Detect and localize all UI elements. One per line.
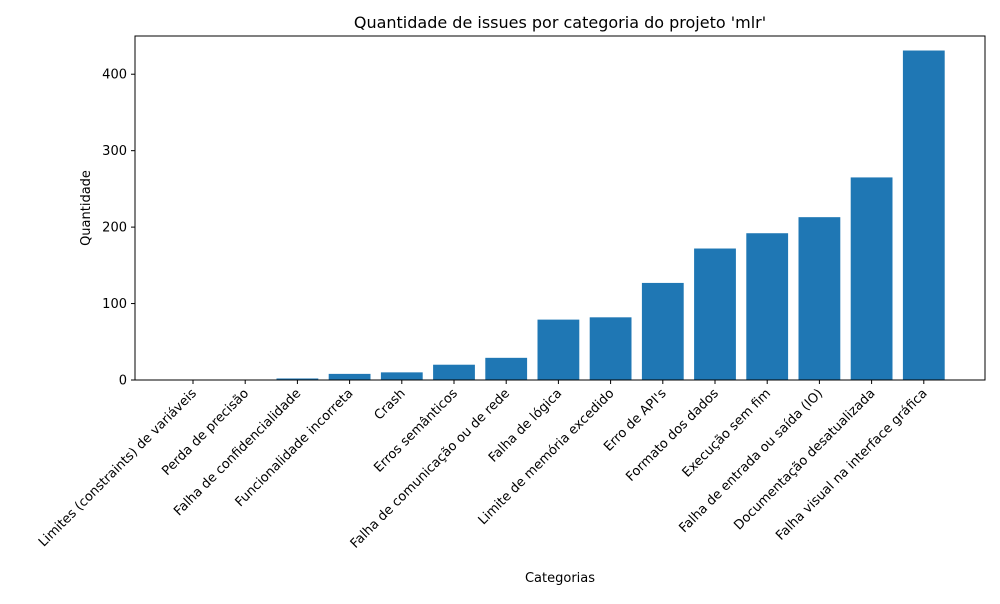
bar bbox=[537, 319, 580, 380]
bar bbox=[850, 177, 893, 380]
bar bbox=[485, 357, 528, 380]
bar bbox=[641, 282, 684, 380]
x-axis: Limites (constraints) de variáveisPerda … bbox=[36, 380, 931, 552]
bars-group bbox=[276, 50, 945, 381]
x-axis-label: Categorias bbox=[525, 571, 595, 586]
y-tick-label: 400 bbox=[102, 68, 127, 83]
y-tick-label: 0 bbox=[119, 374, 127, 389]
y-tick-label: 100 bbox=[102, 297, 127, 312]
x-tick-label: Execução sem fim bbox=[680, 386, 774, 480]
bar bbox=[589, 317, 632, 380]
y-tick-label: 300 bbox=[102, 144, 127, 159]
y-axis: 0 100 200 300 400 bbox=[102, 68, 135, 389]
bar bbox=[328, 373, 371, 380]
x-tick-label: Perda de precisão bbox=[159, 386, 252, 479]
x-tick-label: Formato dos dados bbox=[623, 386, 722, 485]
bar bbox=[276, 378, 319, 380]
bar bbox=[746, 233, 789, 380]
chart-title: Quantidade de issues por categoria do pr… bbox=[354, 13, 766, 32]
y-tick-label: 200 bbox=[102, 221, 127, 236]
bar bbox=[902, 50, 945, 381]
y-axis-label: Quantidade bbox=[79, 170, 94, 246]
bar bbox=[433, 364, 475, 380]
x-tick-label: Crash bbox=[372, 386, 409, 423]
bar bbox=[798, 217, 841, 380]
plot-frame bbox=[134, 35, 986, 381]
bar bbox=[380, 372, 423, 380]
bar bbox=[694, 248, 736, 380]
